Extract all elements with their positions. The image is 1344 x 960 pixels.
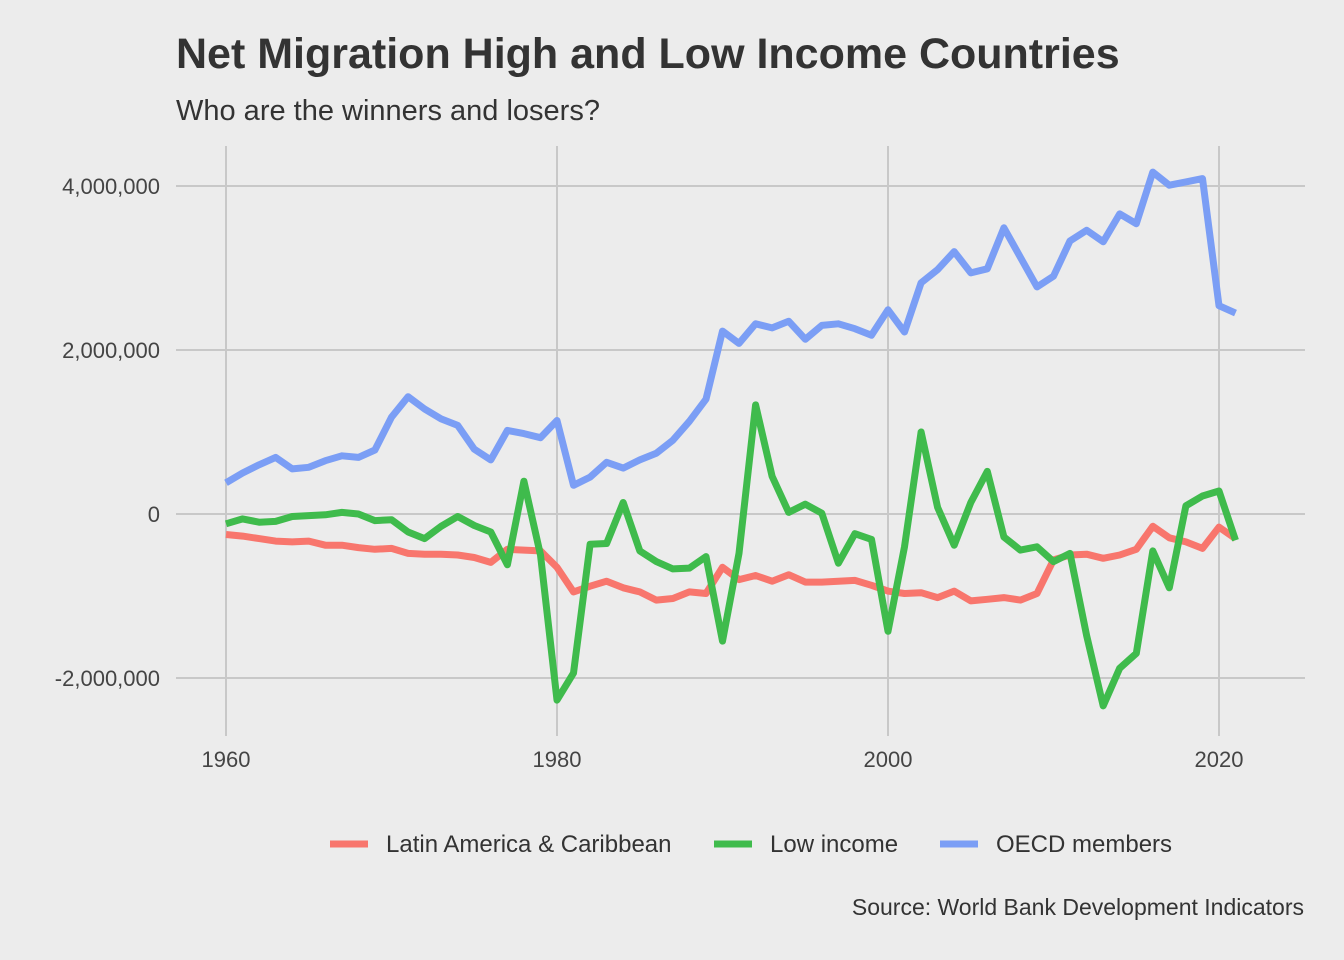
y-axis-tick-labels: -2,000,000 0 2,000,000 4,000,000 [55,174,160,691]
grid-lines [176,146,1305,736]
series-line-low-income [225,401,1239,710]
x-axis-tick-labels: 1960 1980 2000 2020 [202,747,1244,772]
legend-label: Low income [770,831,898,858]
y-tick-label: 2,000,000 [62,338,160,363]
series-line-oecd-members [224,168,1237,489]
legend: Latin America & Caribbean Low income OECD … [330,831,1172,858]
y-tick-label: -2,000,000 [55,666,160,691]
chart-subtitle: Who are the winners and losers? [176,95,600,127]
x-tick-label: 1960 [202,747,251,772]
chart-title: Net Migration High and Low Income Countr… [176,30,1120,78]
x-tick-label: 2000 [864,747,913,772]
source-caption: Source: World Bank Development Indicator… [851,894,1304,920]
y-tick-label: 0 [148,502,160,527]
legend-label: Latin America & Caribbean [386,831,672,858]
x-tick-label: 1980 [533,747,582,772]
series-lines [224,168,1239,710]
legend-label: OECD members [996,831,1172,858]
x-tick-label: 2020 [1195,747,1244,772]
y-tick-label: 4,000,000 [62,174,160,199]
